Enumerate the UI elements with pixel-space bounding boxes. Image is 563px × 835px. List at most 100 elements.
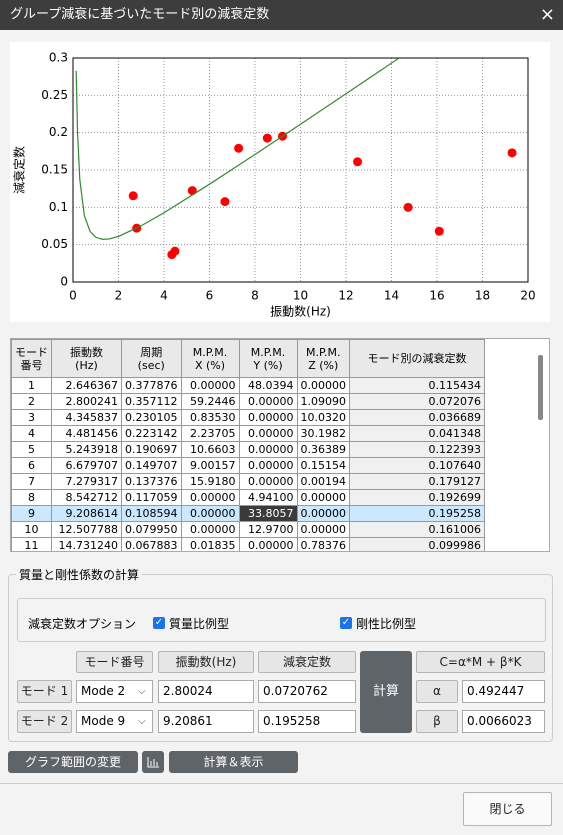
- close-button[interactable]: 閉じる: [463, 792, 552, 826]
- table-cell: 0.149707: [121, 457, 182, 474]
- table-row[interactable]: 7 7.279317 0.137376 15.9180 0.00000 0.00194 0.…: [11, 473, 485, 490]
- calc-button[interactable]: 計算: [360, 651, 412, 733]
- table-cell: 33.8057: [238, 505, 298, 522]
- coef-value: 0.492447: [462, 680, 545, 703]
- table-row[interactable]: 9 9.208614 0.108594 0.00000 33.8057 0.00000 0.…: [11, 505, 485, 522]
- y-tick-label: 0.2: [49, 125, 68, 139]
- table-cell: 0.117059: [121, 489, 182, 506]
- chart-icon: [147, 757, 159, 768]
- table-cell: 15.9180: [180, 473, 240, 490]
- chart: 0 0.05 0.1 0.15 0.2 0.25 0.3 0 2 4 6 8 10 12 14 16 18 20 振…: [12, 51, 536, 319]
- table-row[interactable]: 4 4.481456 0.223142 2.23705 0.00000 30.1982 0.…: [11, 425, 485, 442]
- header-button[interactable]: モード番号: [76, 651, 153, 673]
- table-cell: 10.0320: [296, 409, 350, 426]
- calc-group: [8, 574, 553, 742]
- table-cell: 0.377876: [121, 377, 182, 394]
- point: [507, 148, 517, 158]
- y-tick-label: 0.15: [41, 163, 68, 177]
- table-cell: 30.1982: [296, 425, 350, 442]
- table-cell: 2.23705: [180, 425, 240, 442]
- header-cell: M.P.M. Y (%): [238, 339, 298, 378]
- table-row[interactable]: 10 12.507788 0.079950 0.00000 12.9700 0.00000…: [11, 521, 485, 538]
- x-tick-label: 2: [115, 289, 123, 303]
- damp-input[interactable]: 0.0720762: [258, 680, 356, 703]
- x-tick-label: 12: [338, 289, 353, 303]
- coef-label: α: [416, 680, 458, 703]
- header-text: 番号: [20, 358, 43, 372]
- table-row[interactable]: 2 2.800241 0.357112 59.2446 0.00000 1.09090 0.…: [11, 393, 485, 410]
- dropdown-arrow: ⌵: [138, 716, 146, 727]
- header-button[interactable]: 振動数(Hz): [158, 651, 254, 673]
- table-row[interactable]: 1 2.646367 0.377876 0.00000 48.0394 0.00000 0.…: [11, 377, 485, 394]
- x-tick-label: 0: [69, 289, 77, 303]
- mode-select[interactable]: Mode 9: [76, 710, 153, 733]
- range-button[interactable]: グラフ範囲の変更: [8, 751, 138, 773]
- table-cell: 0.072076: [349, 393, 485, 410]
- header-text: 振動数: [70, 345, 103, 359]
- table-cell: 7.279317: [51, 473, 122, 490]
- table-cell: 0.00000: [180, 377, 240, 394]
- dropdown-arrow: ⌵: [138, 686, 146, 697]
- chart-icon-button[interactable]: [142, 751, 164, 773]
- fit-curve: [75, 58, 399, 240]
- table-cell: 6.679707: [51, 457, 122, 474]
- point: [170, 246, 180, 256]
- point: [234, 143, 244, 153]
- close-icon[interactable]: ×: [539, 4, 555, 25]
- title: グループ減衰に基づいたモード別の減衰定数: [10, 7, 270, 22]
- table-row[interactable]: 3 4.345837 0.230105 0.83530 0.00000 10.0320 0.…: [11, 409, 485, 426]
- header-text: Z (%): [308, 358, 339, 372]
- freq-input[interactable]: 9.20861: [158, 710, 254, 733]
- checkbox-label[interactable]: 質量比例型: [169, 617, 230, 631]
- table-row[interactable]: 6 6.679707 0.149707 9.00157 0.00000 0.15154 0.…: [11, 457, 485, 474]
- table-cell: 0.78376: [296, 537, 350, 551]
- point: [262, 133, 272, 143]
- scrollbar[interactable]: [538, 355, 543, 420]
- freq-input[interactable]: 2.80024: [158, 680, 254, 703]
- table-cell: 0.122393: [349, 441, 485, 458]
- table-cell: 0.00000: [238, 409, 298, 426]
- table-cell: 0.099986: [349, 537, 485, 551]
- table-cell: 48.0394: [238, 377, 298, 394]
- table-cell: 5.243918: [51, 441, 122, 458]
- header-button[interactable]: 減衰定数: [258, 651, 356, 673]
- y-tick-label: 0.3: [49, 51, 68, 65]
- table-cell: 0.15154: [296, 457, 350, 474]
- table-cell: 0.357112: [121, 393, 182, 410]
- damp-input[interactable]: 0.195258: [258, 710, 356, 733]
- point: [353, 157, 363, 167]
- table-cell: 0.190697: [121, 441, 182, 458]
- table-cell: 0.067883: [121, 537, 182, 551]
- table-cell: 0.230105: [121, 409, 182, 426]
- mode-button[interactable]: モード 1: [17, 680, 72, 703]
- table-cell: 59.2446: [180, 393, 240, 410]
- header-row: モード 番号 振動数 (Hz) 周期 (sec) M.P.M. X (%) M.P.M. Y (%…: [11, 339, 485, 378]
- calc-show-button[interactable]: 計算＆表示: [169, 751, 298, 773]
- table-cell: 0.00000: [238, 425, 298, 442]
- title-bar: グループ減衰に基づいたモード別の減衰定数: [0, 0, 563, 30]
- table-cell: 0.00000: [238, 457, 298, 474]
- header-cell: M.P.M. Z (%): [296, 339, 350, 378]
- table-cell: 0.00000: [296, 505, 350, 522]
- table: モード 番号 振動数 (Hz) 周期 (sec) M.P.M. X (%) M.P.M. Y (%…: [11, 339, 485, 551]
- table-cell: 0.161006: [349, 521, 485, 538]
- table-cell: 0.00000: [180, 521, 240, 538]
- point: [403, 202, 413, 212]
- mode-select[interactable]: Mode 2: [76, 680, 153, 703]
- table-cell: 0.041348: [349, 425, 485, 442]
- table-cell: 0.00000: [296, 377, 350, 394]
- table-cell: 8.542712: [51, 489, 122, 506]
- checkbox[interactable]: ✓: [153, 617, 165, 629]
- table-row[interactable]: 5 5.243918 0.190697 10.6603 0.00000 0.36389 0.…: [11, 441, 485, 458]
- table-row[interactable]: 8 8.542712 0.117059 0.00000 4.94100 0.00000 0.…: [11, 489, 485, 506]
- checkbox[interactable]: ✓: [340, 617, 352, 629]
- y-tick-label: 0.1: [49, 200, 68, 214]
- header-text: 周期: [140, 345, 163, 359]
- table-cell: 4.345837: [51, 409, 122, 426]
- mode-button[interactable]: モード 2: [17, 710, 72, 733]
- checkbox-label[interactable]: 剛性比例型: [356, 617, 417, 631]
- table-cell: 0.036689: [349, 409, 485, 426]
- table-cell: 3: [11, 409, 52, 426]
- table-row[interactable]: 11 14.731240 0.067883 0.01835 0.00000 0.78376…: [11, 537, 485, 551]
